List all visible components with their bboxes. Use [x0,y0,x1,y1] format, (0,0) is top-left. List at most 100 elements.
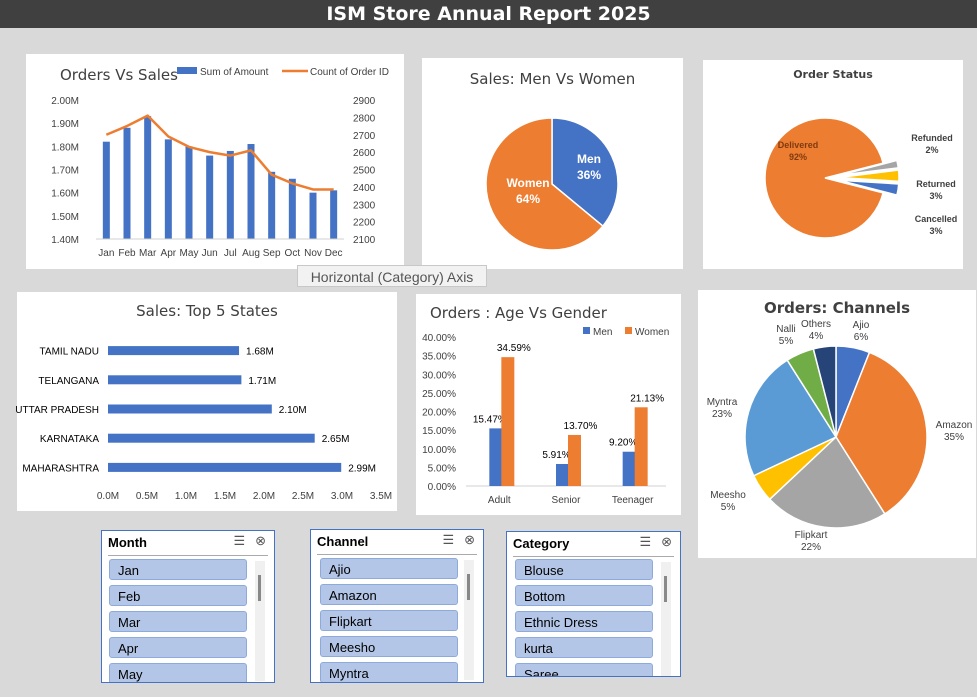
pie-slice [838,159,900,177]
slicer-item[interactable]: Bottom [515,585,653,606]
y-tick-label: 1.60M [51,189,79,200]
clear-filter-icon[interactable]: ⊗ [661,534,672,549]
age-vs-gender-chart[interactable]: Orders : Age Vs Gender 0.00% 5.00% 10.00% 1… [416,294,681,515]
channels-chart[interactable]: Orders: Channels Ajio 6% Amazon 35% Flipkart… [698,290,976,558]
pie-label: 3% [929,191,942,201]
slicer-item[interactable]: Ethnic Dress [515,611,653,632]
clear-filter-icon[interactable]: ⊗ [464,532,475,547]
slicer-item[interactable]: Saree [515,663,653,676]
pie-label: Amazon [936,420,973,431]
x-tick-label: Jul [224,248,237,259]
bar [108,462,342,472]
page-title: ISM Store Annual Report 2025 [0,0,977,28]
x-tick-label: Aug [242,248,260,259]
pie-label: Ajio [853,320,870,331]
multi-select-icon[interactable]: ☰ [639,534,652,549]
y-tick-label: 1.90M [51,119,79,130]
pie-label: Delivered [778,140,819,150]
bar [288,178,296,239]
legend-label: Men [593,327,612,338]
pie-label: 64% [516,192,540,206]
data-label: 34.59% [497,343,531,354]
pie-label: Meesho [710,490,746,501]
divider [513,556,674,557]
bar [108,346,240,356]
pie-label: 23% [712,409,732,420]
scrollbar[interactable] [464,560,474,680]
category-slicer[interactable]: Category ☰ ⊗ Blouse Bottom Ethnic Dress k… [506,531,681,677]
slicer-item[interactable]: Mar [109,611,247,632]
slicer-item[interactable]: May [109,663,247,682]
pie-label: Myntra [707,397,738,408]
pie-label: Others [801,319,831,330]
men-vs-women-chart[interactable]: Sales: Men Vs Women Men 36% Women 64% [422,58,683,269]
pie-label: 22% [801,542,821,553]
x-tick-label: May [180,248,199,259]
x-tick-label: Nov [304,248,322,259]
bar [501,357,515,486]
data-label: 21.13% [630,393,664,404]
data-label: 13.70% [564,421,598,432]
bar [108,375,242,385]
slicer-title: Category [513,536,570,551]
slicer-item[interactable]: Jan [109,559,247,580]
legend-label: Count of Order ID [310,67,389,78]
pie-slice [551,117,619,228]
scrollbar[interactable] [661,562,671,676]
scrollbar-thumb[interactable] [467,574,470,600]
x-tick-label: 0.5M [136,491,158,502]
x-tick-label: 0.0M [97,491,119,502]
x-tick-label: Jun [202,248,218,259]
x-tick-label: 2.5M [292,491,314,502]
slicer-item[interactable]: Meesho [320,636,458,657]
y-tick-label: 1.70M [51,166,79,177]
order-status-chart[interactable]: Order Status Delivered 92% Refunded 2% Retur… [703,60,963,269]
x-tick-label: Teenager [612,495,654,506]
pie-label: Nalli [776,324,795,335]
top-states-chart[interactable]: Sales: Top 5 States TAMIL NADU 1.68M TELAN… [15,292,397,511]
pie-label: 92% [789,152,807,162]
x-tick-label: 3.0M [331,491,353,502]
slicer-item[interactable]: Myntra [320,662,458,682]
data-label: 2.99M [348,463,376,474]
data-label: 1.71M [248,376,276,387]
slicer-item[interactable]: kurta [515,637,653,658]
channel-slicer[interactable]: Channel ☰ ⊗ Ajio Amazon Flipkart Meesho M… [310,529,484,683]
orders-vs-sales-chart[interactable]: Orders Vs Sales 1.40M 1.50M 1.60M 1.70M 1.80… [26,54,404,269]
month-slicer[interactable]: Month ☰ ⊗ Jan Feb Mar Apr May [101,530,275,683]
pie-label: 5% [721,502,736,513]
slicer-item[interactable]: Ajio [320,558,458,579]
men-vs-women-pie: Men 36% Women 64% [485,117,619,251]
chart-title: Orders : Age Vs Gender [430,304,607,322]
slicer-title: Channel [317,534,369,549]
y-tick-label: MAHARASHTRA [22,463,99,474]
multi-select-icon[interactable]: ☰ [442,532,455,547]
y-tick-label: 40.00% [422,333,456,344]
pie-slice [835,351,928,515]
slicer-item[interactable]: Blouse [515,559,653,580]
pie-label: Flipkart [795,530,828,541]
slicer-item[interactable]: Apr [109,637,247,658]
scrollbar[interactable] [255,561,265,681]
scrollbar-thumb[interactable] [664,576,667,602]
x-tick-label: Apr [161,248,177,259]
y2-tick-label: 2800 [353,113,376,124]
y2-tick-label: 2400 [353,183,376,194]
slicer-item[interactable]: Amazon [320,584,458,605]
bar [309,192,317,239]
chart-title: Sales: Men Vs Women [469,70,636,88]
slicer-item[interactable]: Feb [109,585,247,606]
clear-filter-icon[interactable]: ⊗ [255,533,266,548]
bar [556,463,569,486]
pie-slice [812,345,837,438]
data-label: 2.10M [279,405,307,416]
multi-select-icon[interactable]: ☰ [233,533,246,548]
y-tick-label: 0.00% [428,482,456,493]
slicer-item[interactable]: Flipkart [320,610,458,631]
pie-label: Refunded [911,133,953,143]
slicer-title: Month [108,535,147,550]
y-tick-label: KARNATAKA [40,434,99,445]
y-tick-label: 30.00% [422,370,456,381]
scrollbar-thumb[interactable] [258,575,261,601]
pie-slice [485,117,604,251]
